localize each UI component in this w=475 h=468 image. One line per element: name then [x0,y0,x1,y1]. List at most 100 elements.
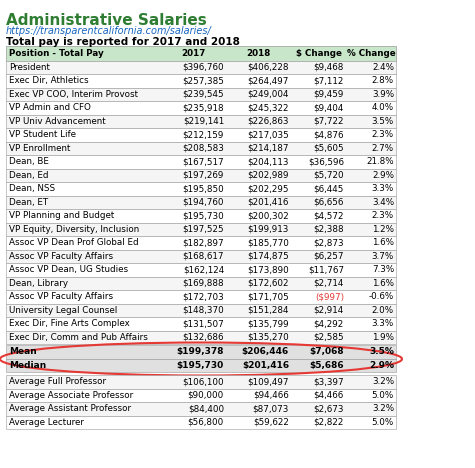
Text: $7,068: $7,068 [309,347,344,356]
Bar [6,358,396,372]
Text: President: President [9,63,50,72]
Text: $7,112: $7,112 [314,76,344,85]
Bar [6,182,396,196]
Text: Dean, Library: Dean, Library [9,279,68,288]
Text: VP Admin and CFO: VP Admin and CFO [9,103,91,112]
Text: 1.9%: 1.9% [372,333,394,342]
Text: Position - Total Pay: Position - Total Pay [9,49,104,58]
Text: $257,385: $257,385 [182,76,224,85]
Text: VP Univ Advancement: VP Univ Advancement [9,117,105,126]
Text: 1.2%: 1.2% [372,225,394,234]
Text: VP Equity, Diversity, Inclusion: VP Equity, Diversity, Inclusion [9,225,139,234]
Text: 2.8%: 2.8% [372,76,394,85]
Text: $235,918: $235,918 [182,103,224,112]
Text: $214,187: $214,187 [247,144,289,153]
Text: ($997): ($997) [315,292,344,301]
Text: $171,705: $171,705 [247,292,289,301]
Bar [6,141,396,155]
Text: $199,378: $199,378 [177,347,224,356]
Text: 2.3%: 2.3% [372,130,394,139]
Text: $5,605: $5,605 [314,144,344,153]
Text: 3.2%: 3.2% [372,377,394,386]
Text: 2.0%: 2.0% [372,306,394,315]
Text: $226,863: $226,863 [247,117,289,126]
Text: Assoc VP Dean Prof Global Ed: Assoc VP Dean Prof Global Ed [9,238,139,247]
Bar [6,115,396,128]
Text: $245,322: $245,322 [247,103,289,112]
Text: 2.7%: 2.7% [372,144,394,153]
Text: 2.3%: 2.3% [372,211,394,220]
Text: Administrative Salaries: Administrative Salaries [6,13,207,28]
Text: $174,875: $174,875 [247,252,289,261]
Text: $2,585: $2,585 [314,333,344,342]
Text: Mean: Mean [9,347,37,356]
Text: Dean, ET: Dean, ET [9,198,48,207]
Text: Exec VP COO, Interim Provost: Exec VP COO, Interim Provost [9,90,138,99]
Text: $11,767: $11,767 [308,265,344,274]
Text: $109,497: $109,497 [247,377,289,386]
Text: $206,446: $206,446 [242,347,289,356]
Text: $406,228: $406,228 [247,63,289,72]
Text: $135,799: $135,799 [247,319,289,328]
Bar [6,74,396,88]
Text: $87,073: $87,073 [253,404,289,413]
Text: $94,466: $94,466 [253,391,289,400]
Text: $202,295: $202,295 [247,184,289,193]
Text: $199,913: $199,913 [247,225,289,234]
Text: $212,159: $212,159 [182,130,224,139]
Bar [6,128,396,141]
Bar [6,345,396,358]
Text: $4,876: $4,876 [314,130,344,139]
Text: $201,416: $201,416 [242,361,289,370]
Text: $59,622: $59,622 [253,418,289,427]
Text: $90,000: $90,000 [188,391,224,400]
Bar [6,222,396,236]
Bar [6,168,396,182]
Text: $185,770: $185,770 [247,238,289,247]
Text: 3.7%: 3.7% [372,252,394,261]
Text: $4,572: $4,572 [314,211,344,220]
Text: $167,517: $167,517 [182,157,224,166]
Text: Total pay is reported for 2017 and 2018: Total pay is reported for 2017 and 2018 [6,37,240,47]
Text: $201,416: $201,416 [247,198,289,207]
Text: $84,400: $84,400 [188,404,224,413]
Text: 3.5%: 3.5% [372,117,394,126]
Bar [6,196,396,209]
Text: Dean, BE: Dean, BE [9,157,49,166]
Text: $ Change: $ Change [295,49,342,58]
Text: 4.0%: 4.0% [372,103,394,112]
Text: $106,100: $106,100 [182,377,224,386]
Text: 3.9%: 3.9% [372,90,394,99]
Text: $9,459: $9,459 [314,90,344,99]
Text: $172,703: $172,703 [182,292,224,301]
Text: Dean, Ed: Dean, Ed [9,171,48,180]
Text: https://transparentcalifornia.com/salaries/: https://transparentcalifornia.com/salari… [6,26,212,36]
Bar [6,249,396,263]
Text: 3.4%: 3.4% [372,198,394,207]
Text: $197,269: $197,269 [182,171,224,180]
Text: $173,890: $173,890 [247,265,289,274]
Bar [6,263,396,277]
Text: $208,583: $208,583 [182,144,224,153]
Text: Exec Dir, Athletics: Exec Dir, Athletics [9,76,89,85]
Text: 2.9%: 2.9% [372,171,394,180]
Text: 2.4%: 2.4% [372,63,394,72]
Text: $2,873: $2,873 [314,238,344,247]
Text: Assoc VP Dean, UG Studies: Assoc VP Dean, UG Studies [9,265,128,274]
Text: $135,270: $135,270 [247,333,289,342]
Bar [6,290,396,304]
Text: $132,686: $132,686 [182,333,224,342]
Text: $204,113: $204,113 [247,157,289,166]
Text: 5.0%: 5.0% [372,391,394,400]
Bar [6,388,396,402]
Text: $202,989: $202,989 [247,171,289,180]
Text: $6,257: $6,257 [314,252,344,261]
Text: $2,388: $2,388 [314,225,344,234]
Text: $239,545: $239,545 [182,90,224,99]
Text: Average Full Professor: Average Full Professor [9,377,106,386]
Text: $200,302: $200,302 [247,211,289,220]
Bar [6,209,396,222]
Bar [6,317,396,330]
Text: 1.6%: 1.6% [372,279,394,288]
Text: VP Student Life: VP Student Life [9,130,76,139]
